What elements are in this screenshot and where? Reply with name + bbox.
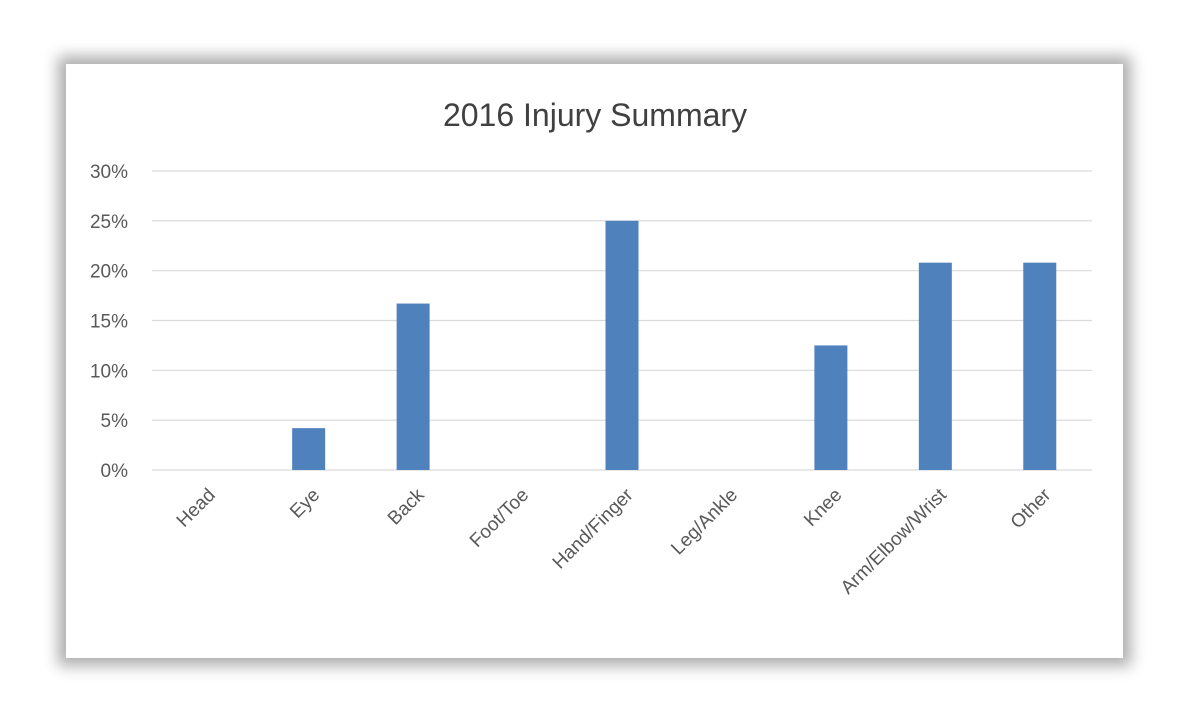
x-axis-ticks: Head Eye Back Foot/Toe Hand/Finger Leg/Ankle K… <box>173 484 1056 598</box>
x-tick-label: Knee <box>800 485 846 531</box>
y-tick-label: 0% <box>101 461 129 482</box>
x-tick-label: Arm/Elbow/Wrist <box>837 484 951 598</box>
bar-arm-elbow-wrist <box>918 262 952 470</box>
chart-title: 2016 Injury Summary <box>443 97 747 133</box>
y-axis-ticks: 0% 5% 10% 15% 20% 25% 30% <box>90 162 128 482</box>
bar-knee <box>814 345 848 470</box>
bar-hand-finger <box>605 220 639 470</box>
y-tick-label: 30% <box>90 162 128 183</box>
y-tick-label: 15% <box>90 312 128 333</box>
bars <box>292 220 1057 470</box>
y-tick-label: 20% <box>90 262 128 283</box>
y-tick-label: 25% <box>90 212 128 233</box>
x-tick-label: Foot/Toe <box>466 485 533 552</box>
bar-other <box>1023 262 1057 470</box>
x-tick-label: Head <box>173 485 220 532</box>
bar-eye <box>292 428 326 470</box>
x-tick-label: Leg/Ankle <box>667 485 742 560</box>
x-tick-label: Back <box>384 484 429 529</box>
x-tick-label: Hand/Finger <box>549 484 638 573</box>
y-tick-label: 5% <box>101 411 129 432</box>
x-tick-label: Other <box>1007 484 1056 533</box>
x-tick-label: Eye <box>286 485 324 523</box>
y-tick-label: 10% <box>90 361 128 382</box>
bar-back <box>396 303 430 470</box>
